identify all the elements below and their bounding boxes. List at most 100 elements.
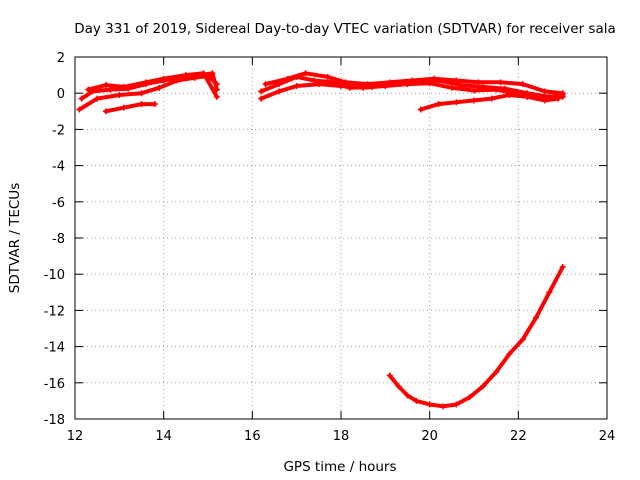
x-axis-label: GPS time / hours <box>283 459 396 475</box>
y-tick-label: 2 <box>57 51 65 66</box>
x-tick-label: 24 <box>599 429 616 444</box>
data-point <box>120 83 127 90</box>
series-line <box>104 102 157 114</box>
data-point <box>408 77 415 84</box>
data-point <box>466 394 473 401</box>
data-point <box>324 73 331 80</box>
data-point <box>360 84 367 91</box>
data-point <box>85 86 92 93</box>
data-point <box>439 403 446 410</box>
data-point <box>116 92 123 99</box>
data-point <box>493 368 500 375</box>
x-tick-label: 12 <box>67 429 84 444</box>
data-point <box>559 263 566 270</box>
data-point <box>426 80 433 87</box>
data-point <box>103 108 110 115</box>
data-point <box>555 95 562 102</box>
y-tick-label: -4 <box>52 160 65 175</box>
data-point <box>262 81 269 88</box>
data-point <box>519 336 526 343</box>
data-point <box>76 106 83 113</box>
y-tick-label: 0 <box>57 87 65 102</box>
y-tick-label: -12 <box>44 304 65 319</box>
data-point <box>151 101 158 108</box>
data-point <box>200 70 207 77</box>
data-point <box>497 79 504 86</box>
series-arc-a4 <box>103 101 158 115</box>
data-point <box>453 99 460 106</box>
data-point <box>395 383 402 390</box>
data-point <box>506 92 513 99</box>
data-point <box>541 88 548 95</box>
data-point <box>258 95 265 102</box>
data-point <box>182 72 189 79</box>
data-point <box>386 79 393 86</box>
data-point <box>213 81 220 88</box>
data-point <box>488 95 495 102</box>
data-point <box>533 314 540 321</box>
y-tick-label: -14 <box>44 341 65 356</box>
data-point <box>160 75 167 82</box>
data-point <box>435 101 442 108</box>
axis-ticks <box>74 56 608 420</box>
data-point <box>541 97 548 104</box>
series-arc-b3 <box>262 70 566 97</box>
x-tick-label: 18 <box>333 429 350 444</box>
data-point <box>426 401 433 408</box>
y-tick-label: -18 <box>44 413 65 428</box>
data-point <box>364 81 371 88</box>
data-point <box>120 104 127 111</box>
data-point <box>493 86 500 93</box>
data-point <box>293 82 300 89</box>
x-tick-label: 16 <box>244 429 261 444</box>
data-point <box>559 90 566 97</box>
data-point <box>275 88 282 95</box>
data-point <box>258 88 265 95</box>
data-point <box>413 397 420 404</box>
x-tick-label: 14 <box>155 429 172 444</box>
data-point <box>78 95 85 102</box>
data-point <box>404 392 411 399</box>
data-point <box>94 95 101 102</box>
data-point <box>209 70 216 77</box>
data-point <box>448 84 455 91</box>
data-point <box>284 75 291 82</box>
data-point <box>471 97 477 104</box>
y-tick-label: -10 <box>44 268 65 283</box>
series-arc-a3 <box>85 70 220 100</box>
y-tick-label: -2 <box>52 123 65 138</box>
series-arc-c1 <box>417 92 562 113</box>
data-point <box>417 106 424 113</box>
grid <box>75 57 607 419</box>
data-point <box>506 350 513 357</box>
data-point <box>524 93 531 100</box>
data-point <box>107 86 114 93</box>
data-point <box>386 372 393 379</box>
data-point <box>138 101 145 108</box>
chart-title: Day 331 of 2019, Sidereal Day-to-day VTE… <box>74 21 616 37</box>
data-point <box>471 87 477 94</box>
data-point <box>431 75 438 82</box>
data-point <box>302 70 309 77</box>
data-point <box>138 90 145 97</box>
y-tick-label: -16 <box>44 377 65 392</box>
data-point <box>453 401 460 408</box>
data-point <box>142 79 149 86</box>
x-axis-tick-labels: 12 14 16 18 20 22 24 <box>67 429 616 444</box>
data-point <box>453 77 460 84</box>
data-point <box>479 383 486 390</box>
y-tick-label: -6 <box>52 196 65 211</box>
plot-series <box>76 70 566 410</box>
y-axis-label: SDTVAR / TECUs <box>7 183 23 293</box>
data-point <box>315 81 322 88</box>
y-axis-tick-labels: -18 -16 -14 -12 -10 -8 -6 -4 -2 0 2 <box>44 51 65 428</box>
series-arc-d1 <box>386 263 566 410</box>
data-point <box>338 82 344 89</box>
data-point <box>213 93 220 100</box>
x-tick-label: 20 <box>421 429 438 444</box>
x-tick-label: 22 <box>510 429 527 444</box>
data-point <box>103 82 110 89</box>
data-point <box>342 79 349 86</box>
